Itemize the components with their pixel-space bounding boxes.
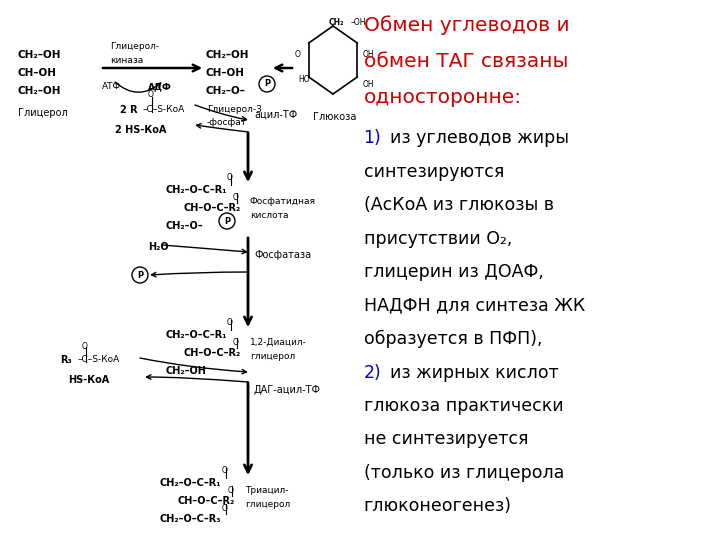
Text: Обмен углеводов и: Обмен углеводов и — [364, 15, 570, 35]
Text: O: O — [222, 504, 228, 513]
Text: 2): 2) — [364, 363, 382, 382]
Text: CH₂–O–C–R₁: CH₂–O–C–R₁ — [165, 185, 227, 195]
Text: глицерин из ДОАФ,: глицерин из ДОАФ, — [364, 263, 544, 281]
Text: Фосфатаза: Фосфатаза — [254, 250, 311, 260]
Text: CH₂–OH: CH₂–OH — [205, 50, 248, 60]
Text: АТФ: АТФ — [102, 82, 121, 91]
Text: глюкоза практически: глюкоза практически — [364, 397, 563, 415]
Text: CH₂–O–C–R₃: CH₂–O–C–R₃ — [160, 514, 222, 524]
Text: глицерол: глицерол — [245, 500, 290, 509]
Text: ацил-ТФ: ацил-ТФ — [254, 110, 297, 120]
Text: H₂O: H₂O — [148, 242, 168, 252]
Text: присутствии О₂,: присутствии О₂, — [364, 230, 512, 248]
Text: HS-КоА: HS-КоА — [68, 375, 109, 385]
Text: Глицерол: Глицерол — [18, 108, 68, 118]
Text: O: O — [148, 90, 154, 99]
Text: P: P — [264, 79, 270, 89]
Text: АДФ: АДФ — [148, 82, 172, 91]
Text: HO: HO — [298, 75, 310, 84]
Text: кислота: кислота — [250, 211, 289, 220]
Text: глюконеогенез): глюконеогенез) — [364, 497, 512, 516]
Text: O: O — [222, 466, 228, 475]
Text: Глюкоза: Глюкоза — [313, 112, 356, 122]
FancyArrowPatch shape — [147, 375, 248, 382]
Text: синтезируются: синтезируются — [364, 163, 504, 181]
FancyArrowPatch shape — [140, 358, 246, 374]
Text: 1,2-Диацил-: 1,2-Диацил- — [250, 338, 307, 347]
Text: 2 HS-КоА: 2 HS-КоА — [115, 125, 166, 135]
Text: –OH: –OH — [351, 18, 366, 27]
Text: O: O — [295, 50, 301, 59]
Text: не синтезируется: не синтезируется — [364, 430, 528, 449]
Text: –C–S-КоА: –C–S-КоА — [143, 105, 185, 114]
Text: CH₂–O–: CH₂–O– — [205, 86, 245, 96]
Text: O: O — [233, 193, 239, 202]
Text: O: O — [82, 342, 88, 351]
Text: 2 R: 2 R — [120, 105, 138, 115]
Text: O: O — [227, 318, 233, 327]
Text: Триацил-: Триацил- — [245, 486, 289, 495]
Text: Глицерол-3: Глицерол-3 — [207, 105, 262, 114]
Text: киназа: киназа — [110, 56, 143, 65]
Text: CH₂–OH: CH₂–OH — [165, 366, 206, 376]
Text: Глицерол-: Глицерол- — [110, 42, 159, 51]
FancyArrowPatch shape — [197, 124, 248, 132]
Text: ДАГ-ацил-ТФ: ДАГ-ацил-ТФ — [254, 385, 321, 395]
Text: образуется в ПФП),: образуется в ПФП), — [364, 330, 542, 348]
Text: 1): 1) — [364, 129, 382, 147]
Text: НАДФН для синтеза ЖК: НАДФН для синтеза ЖК — [364, 296, 585, 315]
Text: –C–S-КоА: –C–S-КоА — [78, 355, 120, 364]
Text: CH₂–O–C–R₁: CH₂–O–C–R₁ — [165, 330, 227, 340]
Text: (только из глицерола: (только из глицерола — [364, 464, 564, 482]
Text: CH–O–C–R₂: CH–O–C–R₂ — [183, 348, 240, 358]
FancyArrowPatch shape — [162, 245, 246, 254]
Text: CH–O–C–R₂: CH–O–C–R₂ — [178, 496, 235, 506]
Text: CH–O–C–R₂: CH–O–C–R₂ — [183, 203, 240, 213]
Text: P: P — [224, 217, 230, 226]
FancyArrowPatch shape — [151, 272, 248, 277]
FancyArrowPatch shape — [195, 105, 246, 121]
Text: из жирных кислот: из жирных кислот — [390, 363, 558, 382]
Text: CH₂–OH: CH₂–OH — [18, 50, 61, 60]
Text: CH₂–O–C–R₁: CH₂–O–C–R₁ — [160, 478, 222, 488]
Text: OH: OH — [363, 50, 374, 59]
Text: CH₂–O–: CH₂–O– — [165, 221, 202, 231]
Text: O: O — [228, 486, 234, 495]
Text: CH–OH: CH–OH — [18, 68, 57, 78]
Text: O: O — [233, 338, 239, 347]
Text: P: P — [137, 271, 143, 280]
Text: (АсКоА из глюкозы в: (АсКоА из глюкозы в — [364, 196, 554, 214]
Text: CH₂–OH: CH₂–OH — [18, 86, 61, 96]
Text: Фосфатидная: Фосфатидная — [250, 197, 316, 206]
Text: CH₂: CH₂ — [329, 18, 344, 27]
Text: глицерол: глицерол — [250, 352, 295, 361]
Text: из углеводов жиры: из углеводов жиры — [390, 129, 569, 147]
Text: CH–OH: CH–OH — [205, 68, 244, 78]
Text: O: O — [227, 173, 233, 182]
Text: обмен ТАГ связаны: обмен ТАГ связаны — [364, 52, 568, 71]
Text: R₃: R₃ — [60, 355, 72, 365]
Text: односторонне:: односторонне: — [364, 89, 522, 107]
FancyArrowPatch shape — [115, 82, 161, 92]
Text: -фосфат: -фосфат — [207, 118, 247, 127]
Text: OH: OH — [363, 80, 374, 89]
